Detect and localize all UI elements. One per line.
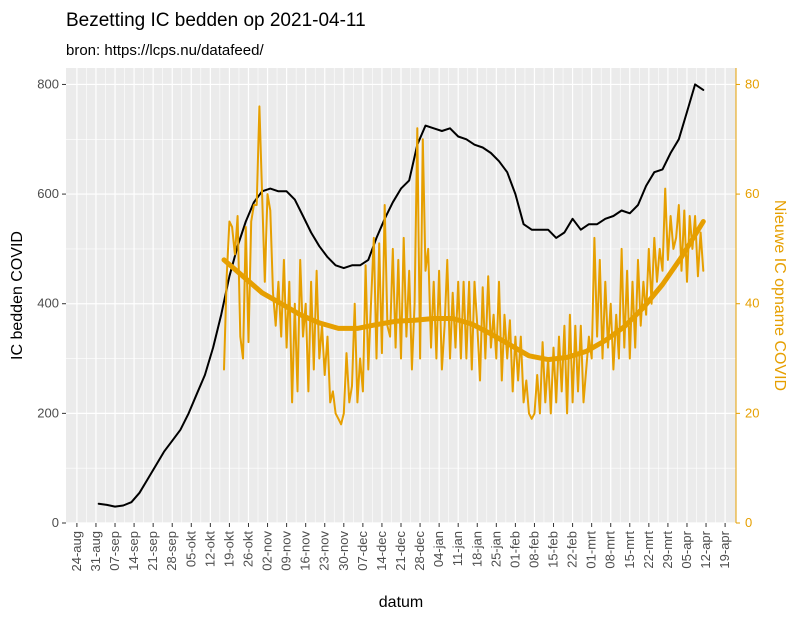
- x-tick-label: 28-sep: [164, 531, 179, 571]
- y-tick-label: 200: [37, 405, 59, 420]
- series-layer: [97, 83, 706, 508]
- x-tick-label: 16-nov: [298, 531, 313, 571]
- x-tick-label: 23-nov: [317, 531, 332, 571]
- y-tick-label: 800: [37, 76, 59, 91]
- y-right-tick-label: 60: [745, 186, 759, 201]
- x-tick-label: 18-jan: [469, 531, 484, 567]
- x-tick-label: 07-dec: [355, 531, 370, 571]
- y-right-tick-label: 40: [745, 296, 759, 311]
- series-ic-beds-line: [97, 83, 705, 508]
- x-tick-label: 31-aug: [88, 531, 103, 571]
- x-tick-label: 05-apr: [679, 530, 694, 568]
- x-tick-label: 29-mrt: [660, 531, 675, 569]
- x-tick-label: 12-apr: [698, 530, 713, 568]
- x-tick-label: 19-apr: [717, 530, 732, 568]
- x-tick-label: 26-okt: [240, 531, 255, 568]
- x-tick-label: 19-okt: [221, 531, 236, 568]
- axes: 0 200 400 600 800 0 20 40 60 80 24-aug 31-aug 07-sep…: [37, 68, 759, 571]
- x-tick-label: 01-feb: [507, 531, 522, 568]
- x-tick-label: 12-okt: [202, 531, 217, 568]
- y-tick-label: 0: [52, 515, 59, 530]
- x-tick-label: 09-nov: [279, 531, 294, 571]
- chart-title: Bezetting IC bedden op 2021-04-11: [66, 10, 366, 31]
- x-tick-label: 21-dec: [393, 531, 408, 571]
- x-tick-label: 11-jan: [450, 531, 465, 566]
- x-tick-label: 02-nov: [260, 531, 275, 571]
- y-right-tick-label: 20: [745, 405, 759, 420]
- series-ic-admissions-trend: [221, 219, 706, 363]
- x-tick-label: 01-mrt: [584, 531, 599, 569]
- x-tick-label: 14-sep: [126, 531, 141, 571]
- y-tick-label: 400: [37, 296, 59, 311]
- x-tick-label: 07-sep: [107, 531, 122, 571]
- x-tick-label: 14-dec: [374, 531, 389, 571]
- x-tick-label: 15-feb: [546, 531, 561, 568]
- x-tick-label: 05-okt: [183, 531, 198, 568]
- x-tick-label: 08-mrt: [603, 531, 618, 569]
- x-tick-label: 25-jan: [488, 531, 503, 567]
- x-tick-label: 28-dec: [412, 531, 427, 571]
- x-tick-label: 04-jan: [431, 531, 446, 567]
- x-tick-label: 22-mrt: [641, 531, 656, 569]
- y-right-tick-label: 80: [745, 76, 759, 91]
- y-axis-title: IC bedden COVID: [9, 231, 26, 360]
- grid-lines: [66, 68, 736, 524]
- series-ic-admissions-line: [223, 105, 705, 426]
- chart-subtitle: bron: https://lcps.nu/datafeed/: [66, 42, 264, 59]
- x-tick-label: 22-feb: [565, 531, 580, 568]
- x-tick-label: 08-feb: [526, 531, 541, 568]
- y-axis-right-title: Nieuwe IC opname COVID: [771, 200, 788, 391]
- x-axis-title: datum: [379, 594, 423, 611]
- y-tick-label: 600: [37, 186, 59, 201]
- x-tick-label: 21-sep: [145, 531, 160, 571]
- x-tick-label: 15-mrt: [622, 531, 637, 569]
- y-right-tick-label: 0: [745, 515, 752, 530]
- x-tick-label: 30-nov: [336, 531, 351, 571]
- x-tick-label: 24-aug: [69, 531, 84, 571]
